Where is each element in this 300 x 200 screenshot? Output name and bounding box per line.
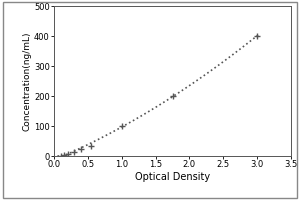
Y-axis label: Concentration(ng/mL): Concentration(ng/mL): [22, 31, 31, 131]
X-axis label: Optical Density: Optical Density: [135, 172, 210, 182]
